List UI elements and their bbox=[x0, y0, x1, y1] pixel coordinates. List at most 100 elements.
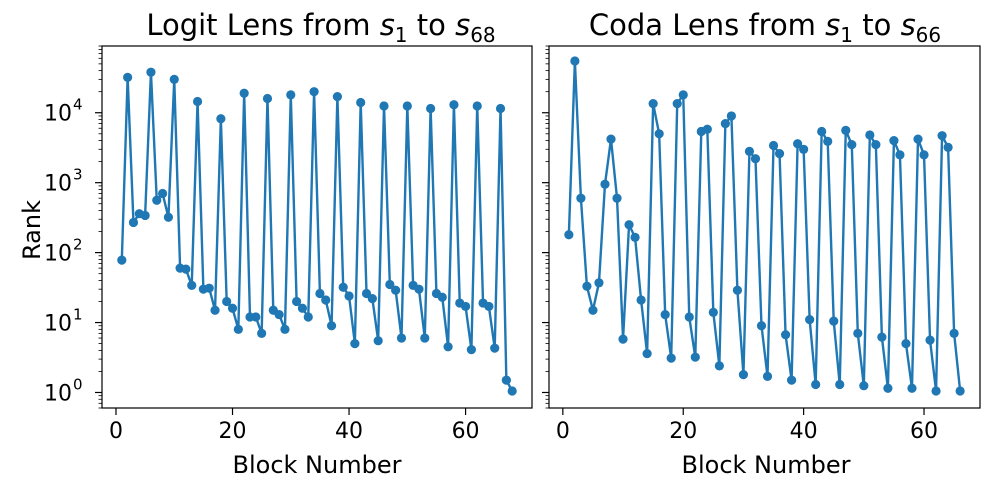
coda-lens-data-point bbox=[660, 309, 670, 320]
logit-lens-y-axis-label: Rank bbox=[18, 200, 46, 260]
coda-lens-data-point bbox=[925, 335, 935, 345]
coda-lens-data-point bbox=[666, 353, 676, 363]
coda-lens-x-tick-label: 60 bbox=[910, 419, 938, 444]
coda-lens-data-point bbox=[931, 386, 941, 396]
coda-lens-data-point bbox=[955, 386, 965, 396]
logit-lens-data-point bbox=[460, 301, 471, 312]
logit-lens-x-tick-label: 20 bbox=[219, 419, 247, 444]
logit-lens-data-point bbox=[391, 285, 401, 295]
coda-lens-data-point bbox=[744, 146, 755, 156]
logit-lens-data-point bbox=[257, 328, 267, 338]
coda-lens-data-point bbox=[726, 111, 736, 121]
coda-lens-data-point bbox=[937, 131, 947, 141]
coda-lens-data-point bbox=[793, 139, 803, 149]
coda-lens-data-point bbox=[636, 295, 646, 305]
coda-lens-data-point bbox=[582, 281, 592, 291]
coda-lens-data-point bbox=[877, 332, 887, 342]
logit-lens-data-point bbox=[146, 67, 156, 77]
logit-lens-data-point bbox=[292, 296, 302, 307]
coda-lens-data-point bbox=[564, 230, 574, 240]
logit-lens-data-point bbox=[309, 87, 319, 97]
logit-lens-data-point bbox=[373, 336, 383, 346]
logit-lens-title: Logit Lens from s1 to s68 bbox=[146, 8, 495, 47]
coda-lens-data-point bbox=[871, 140, 881, 150]
logit-lens-data-point bbox=[414, 284, 424, 294]
coda-lens-data-point bbox=[690, 352, 700, 362]
logit-lens-y-tick-exponent: 2 bbox=[73, 236, 83, 254]
logit-lens-data-point bbox=[163, 212, 174, 222]
coda-lens-x-axis-label: Block Number bbox=[682, 451, 851, 479]
coda-lens-x-tick-label: 20 bbox=[669, 419, 697, 444]
logit-lens-data-point bbox=[303, 312, 313, 322]
logit-lens-data-point bbox=[321, 295, 331, 305]
logit-lens-data-point bbox=[117, 255, 127, 265]
coda-lens-data-point bbox=[889, 135, 899, 146]
logit-lens-x-tick-label: 60 bbox=[452, 419, 480, 444]
logit-lens-data-point bbox=[286, 90, 296, 100]
logit-lens-data-point bbox=[420, 333, 430, 343]
coda-lens-data-point bbox=[823, 136, 833, 146]
logit-lens-x-axis-label: Block Number bbox=[233, 451, 402, 479]
coda-lens-data-point bbox=[600, 179, 610, 189]
coda-lens-data-point bbox=[684, 312, 694, 322]
logit-lens-data-point bbox=[338, 282, 348, 292]
coda-lens-panel: Coda Lens from s1 to s66 Block Number 0 2… bbox=[542, 8, 981, 479]
coda-lens-data-point bbox=[780, 330, 791, 340]
coda-lens-data-point bbox=[919, 150, 929, 160]
coda-lens-series bbox=[564, 56, 965, 396]
logit-lens-data-point bbox=[251, 312, 261, 322]
coda-lens-data-point bbox=[817, 126, 827, 137]
logit-lens-data-point bbox=[216, 114, 226, 124]
logit-lens-data-point bbox=[152, 195, 162, 205]
coda-lens-data-point bbox=[750, 154, 761, 164]
coda-lens-data-point bbox=[672, 99, 682, 109]
coda-lens-data-point bbox=[805, 315, 815, 325]
coda-lens-x-tick-label: 0 bbox=[556, 419, 570, 444]
coda-lens-data-point bbox=[606, 134, 616, 144]
logit-lens-data-point bbox=[280, 324, 290, 334]
logit-lens-data-point bbox=[140, 210, 150, 221]
coda-lens-data-point bbox=[901, 339, 911, 349]
coda-lens-data-point bbox=[720, 118, 730, 129]
coda-lens-data-point bbox=[883, 383, 893, 393]
logit-lens-data-point bbox=[128, 217, 139, 228]
logit-lens-data-point bbox=[297, 303, 308, 313]
logit-lens-y-tick-label: 10 bbox=[44, 312, 72, 337]
logit-lens-data-point bbox=[402, 101, 412, 111]
coda-lens-data-point bbox=[678, 90, 688, 100]
logit-lens-data-point bbox=[227, 303, 238, 313]
logit-lens-series-line bbox=[120, 70, 514, 392]
logit-lens-y-tick-label: 10 bbox=[44, 102, 72, 127]
logit-lens-data-point bbox=[396, 333, 407, 343]
logit-lens-data-point bbox=[379, 101, 389, 111]
coda-lens-data-point bbox=[768, 140, 779, 151]
coda-lens-data-point bbox=[588, 305, 598, 315]
coda-lens-data-point bbox=[762, 371, 773, 381]
logit-lens-data-point bbox=[356, 97, 366, 108]
coda-lens-x-tick-label: 40 bbox=[790, 419, 818, 444]
coda-lens-data-point bbox=[811, 379, 821, 390]
logit-lens-data-point bbox=[332, 92, 342, 102]
logit-lens-data-point bbox=[449, 100, 459, 110]
logit-lens-data-point bbox=[181, 264, 191, 274]
coda-lens-plot-frame bbox=[548, 45, 981, 409]
logit-lens-y-tick-exponent: 1 bbox=[73, 306, 83, 324]
coda-lens-data-point bbox=[618, 334, 628, 344]
logit-lens-data-point bbox=[466, 345, 476, 355]
logit-lens-data-point bbox=[210, 305, 220, 315]
coda-lens-data-point bbox=[570, 56, 580, 66]
logit-lens-panel: Logit Lens from s1 to s68 Rank Block Num… bbox=[18, 8, 533, 479]
logit-lens-data-point bbox=[507, 386, 517, 396]
logit-lens-data-point bbox=[204, 283, 214, 293]
coda-lens-x-axis: 0 20 40 60 bbox=[556, 408, 938, 444]
logit-lens-data-point bbox=[315, 288, 325, 299]
coda-lens-data-point bbox=[576, 193, 586, 203]
coda-lens-data-point bbox=[702, 124, 712, 134]
logit-lens-x-axis: 0 20 40 60 bbox=[109, 408, 480, 444]
logit-lens-y-tick-exponent: 0 bbox=[73, 375, 83, 393]
coda-lens-title: Coda Lens from s1 to s66 bbox=[589, 8, 941, 47]
coda-lens-data-point bbox=[594, 278, 604, 288]
coda-lens-data-point bbox=[895, 150, 905, 160]
